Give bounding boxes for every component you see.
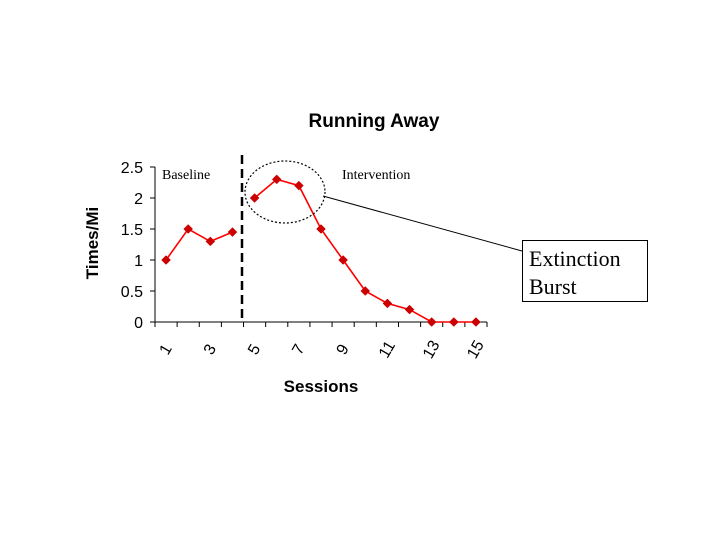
- y-axis-ticks: 0 0.5 1 1.5 2 2.5: [121, 160, 155, 332]
- chart-title: Running Away: [309, 111, 440, 132]
- y-tick-label: 0.5: [121, 284, 143, 301]
- x-axis-ticks: 1 3 5 7 9 11 13 15: [154, 322, 488, 362]
- x-tick-label: 7: [289, 342, 308, 358]
- x-tick-label: 9: [334, 342, 353, 358]
- data-point-marker: [227, 227, 238, 237]
- data-point-marker: [316, 224, 326, 234]
- x-tick-label: 13: [420, 338, 444, 362]
- extinction-burst-callout: Extinction Burst: [522, 240, 648, 302]
- data-point-marker: [360, 286, 371, 296]
- baseline-label: Baseline: [162, 168, 210, 183]
- x-tick-label: 1: [157, 342, 176, 358]
- callout-leader-line: [322, 195, 523, 252]
- data-point-marker: [205, 236, 216, 247]
- data-point-marker: [271, 174, 282, 185]
- callout-line-1: Extinction: [529, 246, 621, 271]
- y-tick-label: 1: [134, 253, 143, 270]
- x-axis-label: Sessions: [284, 377, 359, 396]
- x-tick-label: 5: [245, 342, 264, 358]
- data-point-marker: [161, 255, 171, 265]
- series-group: [161, 174, 481, 327]
- y-tick-label: 1.5: [121, 222, 143, 239]
- data-point-marker: [426, 317, 437, 327]
- data-point-marker: [448, 317, 459, 327]
- data-point-marker: [183, 224, 194, 234]
- series-line: [165, 227, 233, 261]
- x-tick-label: 15: [464, 338, 488, 362]
- data-point-marker: [382, 298, 393, 309]
- x-tick-label: 11: [376, 338, 399, 361]
- data-point-marker: [404, 304, 415, 315]
- intervention-label: Intervention: [342, 168, 410, 183]
- y-tick-label: 0: [134, 315, 143, 332]
- y-axis-label: Times/Mi: [83, 207, 102, 279]
- data-point-marker: [471, 317, 481, 327]
- series-line: [254, 178, 476, 323]
- data-point-marker: [249, 193, 260, 203]
- callout-line-2: Burst: [529, 274, 577, 299]
- burst-highlight-circle: [244, 160, 326, 224]
- y-tick-label: 2: [134, 191, 143, 208]
- data-point-marker: [294, 180, 304, 191]
- x-tick-label: 3: [201, 342, 220, 358]
- y-tick-label: 2.5: [121, 160, 143, 177]
- data-point-marker: [338, 255, 348, 265]
